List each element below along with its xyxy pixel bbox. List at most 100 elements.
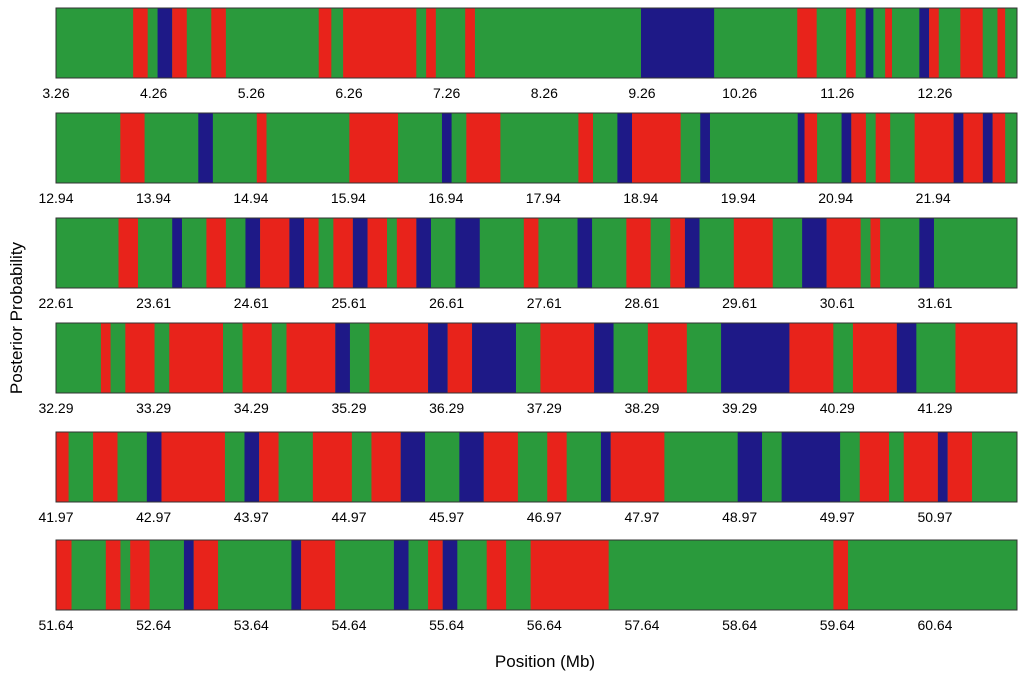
segment-green <box>425 432 460 502</box>
segment-green <box>889 432 904 502</box>
segment-green <box>71 540 106 610</box>
x-tick-label: 29.61 <box>722 295 757 311</box>
segment-green <box>266 113 350 183</box>
x-tick-label: 33.29 <box>136 400 171 416</box>
segment-red <box>947 432 973 502</box>
x-tick-label: 30.61 <box>820 295 855 311</box>
x-tick-label: 11.26 <box>820 85 854 101</box>
x-tick-label: 9.26 <box>628 85 655 101</box>
panel-3: 22.61 23.61 24.61 25.61 26.61 27.61 28.61 29.61… <box>38 217 1018 311</box>
x-tick-label: 46.97 <box>527 509 562 525</box>
x-tick-label: 6.26 <box>335 85 362 101</box>
segment-blue <box>919 8 930 78</box>
segment-green <box>982 8 998 78</box>
segment-blue <box>721 323 790 393</box>
segment-green <box>714 8 798 78</box>
segment-red <box>256 113 267 183</box>
segment-green <box>1005 113 1017 183</box>
segment-red <box>133 8 148 78</box>
x-tick-label: 18.94 <box>623 190 658 206</box>
segment-red <box>914 113 954 183</box>
segment-green <box>833 323 853 393</box>
panel-6: 51.64 52.64 53.64 54.64 55.64 56.64 57.64 58.64… <box>38 539 1018 633</box>
segment-green <box>474 8 641 78</box>
x-tick-label: 52.64 <box>136 617 171 633</box>
segment-blue <box>244 432 260 502</box>
segment-red <box>789 323 834 393</box>
segment-blue <box>953 113 964 183</box>
x-axis-label: Position (Mb) <box>495 652 595 671</box>
segment-blue <box>352 218 368 288</box>
x-tick-label: 7.26 <box>433 85 460 101</box>
segment-green <box>225 8 319 78</box>
x-tick-label: 32.29 <box>38 400 73 416</box>
segment-blue <box>896 323 917 393</box>
segment-red <box>486 540 507 610</box>
segment-blue <box>416 218 432 288</box>
segment-green <box>972 432 1017 502</box>
segment-blue <box>183 540 194 610</box>
x-tick-label: 41.97 <box>38 509 73 525</box>
segment-red <box>960 8 983 78</box>
x-tick-label: 40.29 <box>820 400 855 416</box>
segment-red <box>161 432 225 502</box>
x-tick-label: 23.61 <box>136 295 171 311</box>
segment-green <box>608 540 834 610</box>
segment-blue <box>157 8 173 78</box>
segment-red <box>465 8 475 78</box>
x-tick-label: 45.97 <box>429 509 464 525</box>
segment-red <box>304 218 319 288</box>
segment-blue <box>393 540 409 610</box>
x-tick-label: 15.94 <box>331 190 366 206</box>
x-tick-label: 37.29 <box>527 400 562 416</box>
segment-green <box>435 8 466 78</box>
segment-green <box>500 113 579 183</box>
segment-blue <box>700 113 710 183</box>
segment-red <box>530 540 609 610</box>
segment-red <box>670 218 685 288</box>
segment-red <box>172 8 187 78</box>
segment-red <box>483 432 518 502</box>
segment-green <box>891 8 920 78</box>
segment-green <box>515 323 541 393</box>
segment-green <box>278 432 313 502</box>
panel-1: 3.26 4.26 5.26 6.26 7.26 8.26 9.26 10.26 11.26 12… <box>42 7 1018 101</box>
segment-green <box>933 218 1017 288</box>
segment-red <box>466 113 501 183</box>
segment-green <box>56 218 119 288</box>
segment-red <box>963 113 983 183</box>
segment-red <box>301 540 336 610</box>
segment-blue <box>198 113 213 183</box>
panel-2: 12.94 13.94 14.94 15.94 16.94 17.94 18.94 19.94… <box>38 112 1018 206</box>
segment-green <box>613 323 648 393</box>
x-tick-label: 55.64 <box>429 617 464 633</box>
x-tick-label: 4.26 <box>140 85 167 101</box>
segment-blue <box>577 218 593 288</box>
x-tick-label: 28.61 <box>624 295 659 311</box>
x-tick-label: 41.29 <box>917 400 952 416</box>
panel-frame <box>55 322 1018 394</box>
panel-5: 41.97 42.97 43.97 44.97 45.97 46.97 47.97 48.97… <box>38 431 1018 525</box>
segment-green <box>349 323 370 393</box>
segment-green <box>479 218 524 288</box>
segment-blue <box>291 540 302 610</box>
segment-blue <box>441 113 452 183</box>
segment-green <box>212 113 257 183</box>
segment-green <box>56 113 121 183</box>
segment-red <box>903 432 938 502</box>
segment-green <box>664 432 738 502</box>
x-tick-label: 10.26 <box>722 85 757 101</box>
segment-red <box>626 218 651 288</box>
x-tick-label: 12.26 <box>917 85 952 101</box>
segment-blue <box>617 113 633 183</box>
segment-blue <box>400 432 426 502</box>
segment-red <box>259 432 279 502</box>
segment-red <box>318 8 332 78</box>
segment-blue <box>797 113 805 183</box>
x-tick-label: 51.64 <box>38 617 73 633</box>
x-tick-label: 58.64 <box>722 617 757 633</box>
x-tick-label: 26.61 <box>429 295 464 311</box>
segment-blue <box>455 218 480 288</box>
segment-green <box>848 540 1017 610</box>
